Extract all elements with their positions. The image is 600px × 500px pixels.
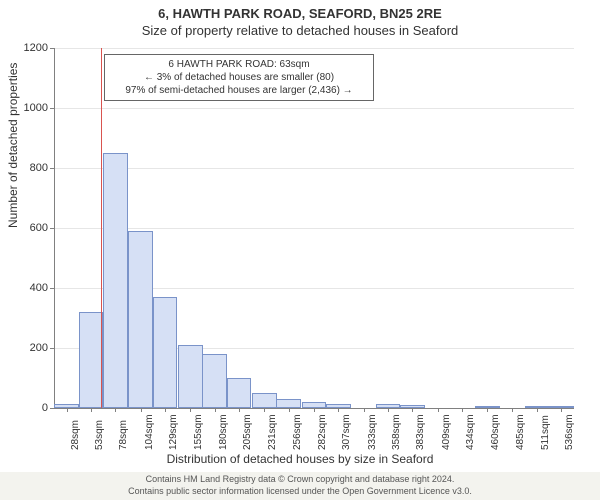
x-tick-label: 536sqm <box>564 414 568 450</box>
x-tick-label: 282sqm <box>317 414 321 450</box>
x-axis: 28sqm 53sqm 78sqm 104sqm 129sqm 155sqm 180sqm 2… <box>54 408 574 454</box>
y-tick-label: 600 <box>30 222 48 234</box>
histogram-bar <box>128 231 153 408</box>
x-tick <box>512 408 513 412</box>
chart-title-line2: Size of property relative to detached ho… <box>0 21 600 38</box>
x-tick-label: 434sqm <box>465 414 469 450</box>
x-tick-label: 78sqm <box>118 420 122 450</box>
x-tick-label: 460sqm <box>490 414 494 450</box>
x-tick-label: 205sqm <box>242 414 246 450</box>
x-tick <box>289 408 290 412</box>
x-tick-label: 333sqm <box>367 414 371 450</box>
footer-line1: Contains HM Land Registry data © Crown c… <box>0 474 600 486</box>
x-tick <box>190 408 191 412</box>
footer: Contains HM Land Registry data © Crown c… <box>0 472 600 500</box>
x-tick-label: 307sqm <box>341 414 345 450</box>
x-tick <box>91 408 92 412</box>
plot-inner: 6 HAWTH PARK ROAD: 63sqm← 3% of detached… <box>54 48 574 408</box>
x-tick-label: 511sqm <box>540 415 544 450</box>
x-axis-title: Distribution of detached houses by size … <box>0 452 600 466</box>
y-axis-line <box>54 48 55 408</box>
histogram-bar <box>227 378 252 408</box>
gridline <box>54 48 574 49</box>
x-tick-label: 409sqm <box>441 414 445 450</box>
x-tick <box>537 408 538 412</box>
histogram-bar <box>103 153 128 408</box>
x-tick <box>67 408 68 412</box>
y-tick-label: 0 <box>42 402 48 414</box>
x-tick <box>388 408 389 412</box>
x-tick <box>115 408 116 412</box>
x-tick-label: 231sqm <box>267 414 271 450</box>
histogram-bar <box>178 345 203 408</box>
y-tick-label: 400 <box>30 282 48 294</box>
x-tick-label: 104sqm <box>144 414 148 450</box>
x-tick-label: 256sqm <box>292 414 296 450</box>
histogram-bar <box>252 393 277 408</box>
x-tick <box>364 408 365 412</box>
x-tick <box>264 408 265 412</box>
callout-line: ← 3% of detached houses are smaller (80) <box>113 71 365 84</box>
chart-title-line1: 6, HAWTH PARK ROAD, SEAFORD, BN25 2RE <box>0 0 600 21</box>
x-tick <box>314 408 315 412</box>
footer-line2: Contains public sector information licen… <box>0 486 600 498</box>
plot-area: 6 HAWTH PARK ROAD: 63sqm← 3% of detached… <box>54 48 574 408</box>
x-tick <box>338 408 339 412</box>
histogram-bar <box>153 297 178 408</box>
x-tick <box>462 408 463 412</box>
x-tick-label: 383sqm <box>415 414 419 450</box>
y-tick-label: 1000 <box>24 102 48 114</box>
gridline <box>54 168 574 169</box>
x-tick-label: 155sqm <box>193 414 197 450</box>
x-tick-label: 129sqm <box>168 414 172 450</box>
callout-line: 6 HAWTH PARK ROAD: 63sqm <box>113 58 365 71</box>
callout-box: 6 HAWTH PARK ROAD: 63sqm← 3% of detached… <box>104 54 374 101</box>
x-tick <box>561 408 562 412</box>
y-axis: 020040060080010001200 <box>0 48 54 408</box>
chart-container: 6, HAWTH PARK ROAD, SEAFORD, BN25 2RE Si… <box>0 0 600 500</box>
x-tick <box>487 408 488 412</box>
histogram-bar <box>79 312 104 408</box>
x-tick-label: 53sqm <box>94 420 98 450</box>
x-tick <box>239 408 240 412</box>
marker-line <box>101 48 102 408</box>
x-tick <box>165 408 166 412</box>
x-tick-label: 28sqm <box>70 420 74 450</box>
histogram-bar <box>202 354 227 408</box>
y-tick-label: 800 <box>30 162 48 174</box>
x-tick <box>141 408 142 412</box>
x-tick-label: 485sqm <box>515 414 519 450</box>
y-tick-label: 200 <box>30 342 48 354</box>
x-tick <box>412 408 413 412</box>
x-tick <box>215 408 216 412</box>
x-tick-label: 180sqm <box>218 414 222 450</box>
gridline <box>54 108 574 109</box>
callout-line: 97% of semi-detached houses are larger (… <box>113 84 365 97</box>
histogram-bar <box>276 399 301 408</box>
x-tick-label: 358sqm <box>391 414 395 450</box>
y-tick-label: 1200 <box>24 42 48 54</box>
x-tick <box>438 408 439 412</box>
gridline <box>54 228 574 229</box>
